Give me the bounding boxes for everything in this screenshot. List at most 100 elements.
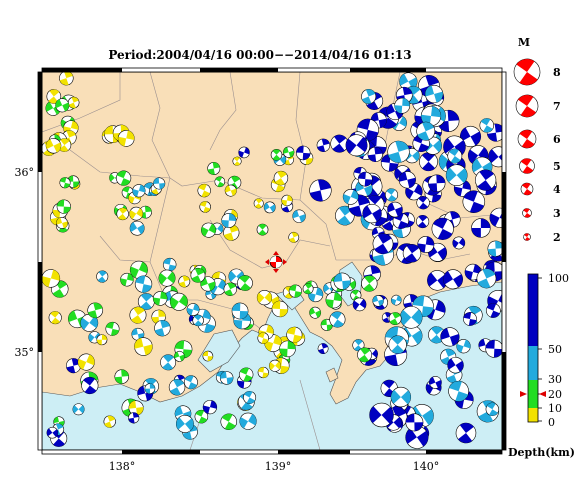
focal-mechanism: [160, 354, 177, 371]
magnitude-legend-heading: M: [518, 36, 530, 49]
magnitude-label-4: 4: [553, 183, 561, 196]
focal-mechanism: [120, 272, 134, 287]
focal-mechanism: [56, 199, 71, 214]
focal-mechanism: [257, 332, 270, 344]
focal-mechanism: [342, 189, 359, 205]
focal-mechanism: [302, 283, 314, 295]
focal-mechanism: [257, 366, 269, 379]
focal-mechanism: [476, 268, 497, 289]
focal-mechanism: [96, 270, 109, 283]
focal-mechanism: [207, 162, 221, 175]
focal-mechanism: [80, 313, 99, 332]
focal-mechanism: [59, 72, 74, 86]
focal-mechanism: [158, 269, 176, 287]
focal-mechanism: [190, 267, 206, 283]
focal-mechanism: [144, 383, 156, 394]
latest-event-marker[interactable]: [265, 251, 287, 273]
focal-mechanism: [263, 201, 276, 214]
focal-mechanism: [485, 402, 500, 416]
focal-mechanism: [42, 269, 61, 288]
depth-band-green: [528, 380, 538, 408]
focal-mechanism: [429, 376, 442, 389]
focal-mechanism: [59, 177, 71, 189]
focal-mechanism: [199, 201, 211, 213]
focal-mechanism: [387, 140, 410, 163]
focal-mechanism: [345, 134, 368, 157]
magnitude-legend-symbol: [520, 182, 534, 196]
focal-mechanism: [462, 190, 486, 213]
focal-mechanism: [333, 272, 351, 290]
focal-mechanism: [56, 217, 68, 229]
focal-mechanism: [317, 343, 329, 355]
magnitude-legend-symbol: [515, 94, 539, 118]
focal-mechanism: [329, 311, 346, 328]
magnitude-legend-symbol: [522, 208, 532, 218]
focal-mechanism: [96, 334, 108, 346]
focal-mechanism: [471, 218, 491, 238]
depth-tick-100: 100: [548, 272, 569, 285]
focal-mechanism: [221, 212, 237, 228]
focal-mechanism: [117, 130, 135, 147]
focal-mechanism: [134, 275, 153, 293]
focal-mechanism: [194, 409, 209, 424]
magnitude-label-2: 2: [553, 231, 561, 244]
focal-mechanism: [231, 302, 249, 320]
focal-mechanism: [387, 201, 403, 218]
focal-mechanism: [87, 302, 104, 319]
focal-mechanism: [357, 347, 373, 363]
focal-mechanism: [475, 169, 497, 191]
focal-mechanism: [183, 375, 198, 390]
depth-marker-right: [539, 391, 546, 397]
focal-mechanism: [320, 318, 333, 331]
focal-mechanism: [309, 179, 332, 202]
focal-mechanism: [154, 320, 171, 337]
depth-band-cyan: [528, 346, 538, 380]
focal-mechanism: [362, 203, 382, 224]
focal-mechanism: [325, 292, 342, 309]
focal-mechanism: [220, 413, 237, 430]
focal-mechanism: [295, 145, 311, 161]
lon-tick-140: 140°: [413, 460, 440, 473]
focal-mechanism: [72, 403, 85, 416]
focal-mechanism: [416, 121, 436, 141]
focal-mechanism: [447, 356, 464, 374]
focal-mechanism: [103, 415, 116, 428]
focal-mechanism: [447, 148, 463, 164]
focal-mechanism: [114, 369, 130, 384]
lon-tick-139: 139°: [265, 460, 292, 473]
focal-mechanism: [273, 170, 289, 186]
focal-mechanism: [46, 426, 59, 439]
focal-mechanism: [445, 164, 468, 187]
focal-mechanism: [281, 194, 293, 207]
focal-mechanism: [223, 282, 237, 296]
magnitude-legend-symbol: [519, 158, 535, 174]
depth-tick-10: 10: [548, 402, 562, 415]
focal-mechanism: [357, 171, 373, 187]
focal-mechanism: [390, 294, 402, 306]
focal-mechanism: [367, 146, 383, 163]
focal-mechanism: [459, 125, 482, 148]
focal-mechanism: [394, 97, 411, 114]
lat-tick-35: 35°: [15, 346, 35, 359]
focal-mechanism: [197, 183, 211, 198]
focal-mechanism: [402, 244, 422, 263]
focal-mechanism: [239, 412, 257, 430]
magnitude-legend-symbol: [523, 233, 531, 241]
focal-mechanism: [417, 236, 435, 254]
focal-mechanism: [129, 206, 144, 221]
focal-mechanism: [361, 89, 377, 105]
focal-mechanism: [361, 275, 378, 292]
focal-mechanism: [419, 152, 438, 172]
focal-mechanism: [388, 335, 407, 354]
focal-mechanism: [243, 390, 257, 404]
focal-mechanism: [372, 233, 394, 255]
focal-mechanism: [46, 89, 62, 104]
island: [325, 367, 339, 383]
focal-mechanism: [416, 214, 430, 229]
suruga-bay: [197, 329, 241, 373]
focal-mechanism: [132, 184, 146, 198]
focal-mechanism: [388, 312, 402, 326]
focal-mechanism: [219, 371, 234, 385]
focal-mechanism: [440, 327, 460, 347]
focal-mechanism: [456, 339, 471, 354]
